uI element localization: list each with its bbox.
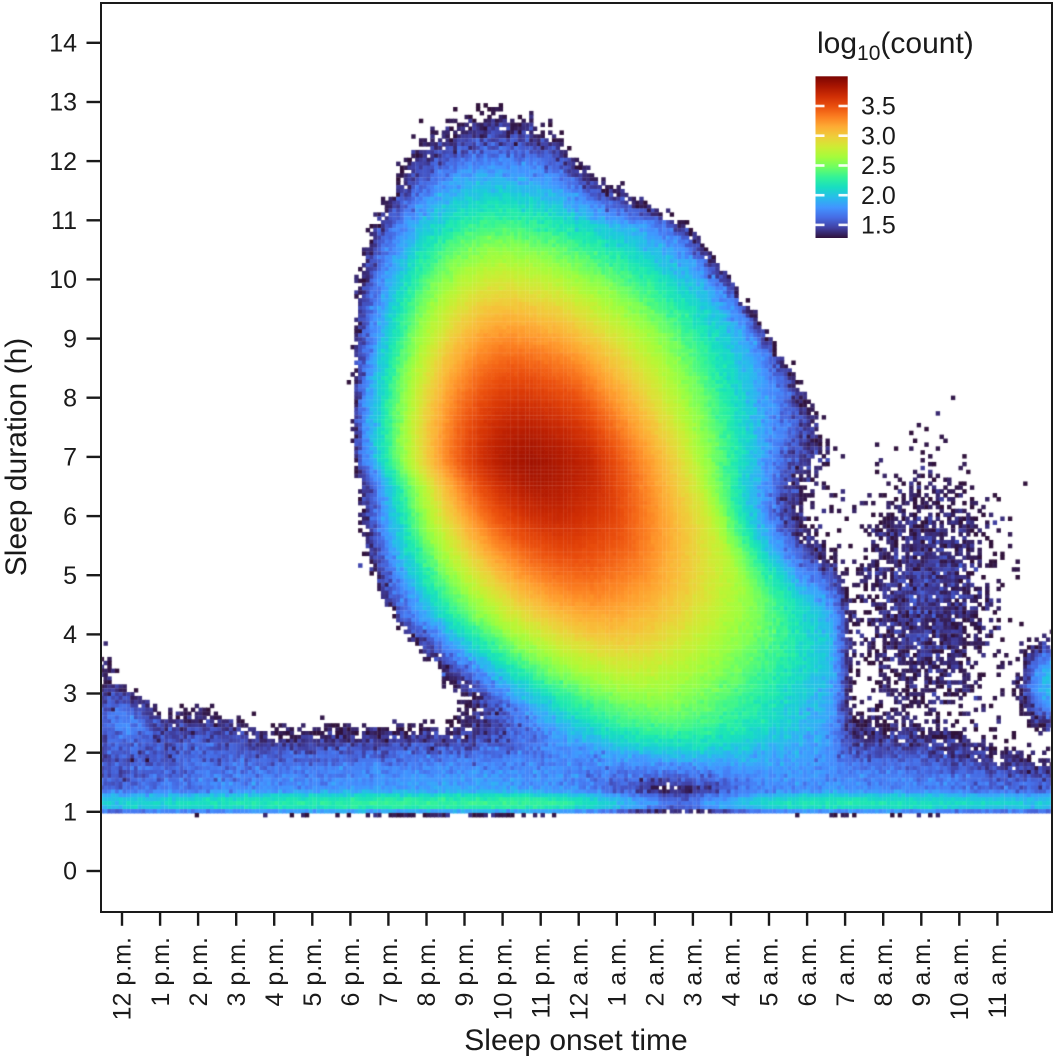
svg-text:5 p.m.: 5 p.m. (299, 937, 327, 1006)
svg-text:11 a.m.: 11 a.m. (984, 937, 1012, 1019)
svg-text:14: 14 (49, 30, 77, 58)
svg-text:1 p.m.: 1 p.m. (147, 937, 175, 1006)
svg-text:1: 1 (63, 799, 77, 827)
svg-text:2.5: 2.5 (861, 152, 896, 180)
svg-text:4 a.m.: 4 a.m. (718, 937, 746, 1006)
svg-text:3.5: 3.5 (861, 93, 896, 121)
svg-text:2.0: 2.0 (861, 182, 896, 210)
svg-text:Sleep onset time: Sleep onset time (464, 1024, 687, 1057)
svg-text:log10(count): log10(count) (817, 27, 974, 65)
svg-text:2: 2 (63, 739, 77, 767)
svg-text:1 a.m.: 1 a.m. (604, 937, 632, 1006)
svg-text:5 a.m.: 5 a.m. (756, 937, 784, 1006)
svg-text:1.5: 1.5 (861, 212, 896, 240)
svg-text:6 a.m.: 6 a.m. (794, 937, 822, 1006)
svg-text:6: 6 (63, 503, 77, 531)
svg-text:10 p.m.: 10 p.m. (489, 937, 517, 1020)
svg-text:Sleep duration (h): Sleep duration (h) (0, 338, 33, 576)
svg-text:12: 12 (49, 148, 77, 176)
svg-text:9 p.m.: 9 p.m. (451, 937, 479, 1006)
svg-text:8: 8 (63, 384, 77, 412)
svg-text:12 a.m.: 12 a.m. (565, 937, 593, 1020)
svg-text:3: 3 (63, 680, 77, 708)
svg-text:10: 10 (49, 266, 77, 294)
svg-text:5: 5 (63, 562, 77, 590)
svg-text:4: 4 (63, 621, 77, 649)
svg-text:6 p.m.: 6 p.m. (337, 937, 365, 1006)
svg-text:4 p.m.: 4 p.m. (261, 937, 289, 1006)
svg-text:9: 9 (63, 325, 77, 353)
svg-text:10 a.m.: 10 a.m. (946, 937, 974, 1020)
svg-text:8 a.m.: 8 a.m. (870, 937, 898, 1006)
svg-text:7: 7 (63, 444, 77, 472)
svg-text:8 p.m.: 8 p.m. (413, 937, 441, 1006)
svg-text:9 a.m.: 9 a.m. (908, 937, 936, 1006)
svg-text:13: 13 (49, 89, 77, 117)
svg-text:3 p.m.: 3 p.m. (223, 937, 251, 1006)
svg-text:11 p.m.: 11 p.m. (527, 937, 555, 1019)
svg-text:2 p.m.: 2 p.m. (185, 937, 213, 1006)
svg-text:3 a.m.: 3 a.m. (680, 937, 708, 1006)
svg-text:12 p.m.: 12 p.m. (109, 937, 137, 1020)
svg-text:7 p.m.: 7 p.m. (375, 937, 403, 1006)
svg-text:2 a.m.: 2 a.m. (642, 937, 670, 1006)
svg-text:7 a.m.: 7 a.m. (832, 937, 860, 1006)
svg-text:0: 0 (63, 858, 77, 886)
svg-text:11: 11 (51, 207, 77, 235)
svg-text:3.0: 3.0 (861, 122, 896, 150)
